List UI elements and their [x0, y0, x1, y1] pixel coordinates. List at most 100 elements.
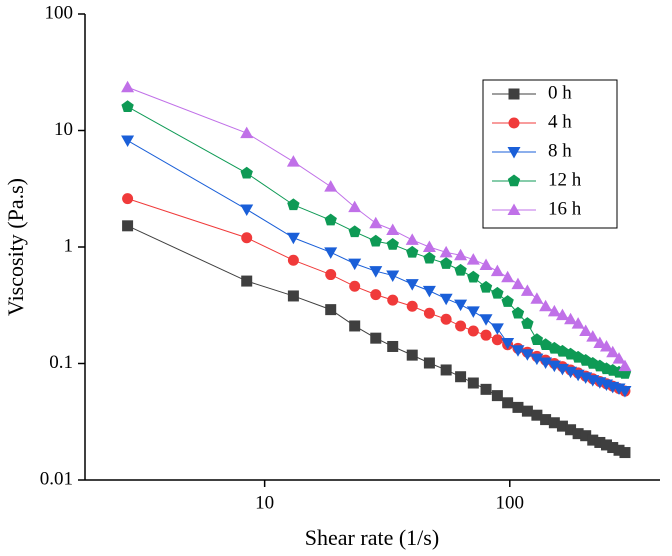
legend-marker [507, 203, 521, 215]
data-point [564, 366, 578, 379]
data-point [607, 442, 619, 454]
legend-label: 8 h [548, 140, 572, 161]
legend-marker [507, 174, 521, 187]
data-point [455, 371, 467, 383]
y-tick-label: 1 [64, 235, 74, 256]
data-point [370, 289, 382, 301]
data-point [530, 353, 544, 366]
data-point [539, 299, 553, 312]
data-point [572, 428, 584, 440]
data-point [324, 180, 338, 192]
data-point [555, 308, 569, 321]
data-point [324, 213, 337, 226]
data-point [349, 280, 361, 292]
data-point [467, 270, 480, 283]
data-point [613, 444, 625, 456]
data-point [467, 325, 479, 337]
legend-marker [508, 88, 520, 100]
data-point [287, 198, 300, 211]
data-point [520, 349, 534, 361]
data-point [606, 345, 620, 358]
data-point [405, 233, 419, 245]
data-point [467, 377, 479, 389]
data-point [565, 424, 577, 436]
data-point [491, 390, 503, 402]
data-point [369, 216, 383, 229]
data-point [511, 277, 525, 290]
data-point [586, 330, 600, 342]
data-point [466, 253, 480, 265]
data-point [520, 284, 534, 296]
data-point [491, 286, 504, 299]
data-point [440, 313, 452, 325]
data-point [349, 320, 361, 332]
data-point [600, 439, 612, 451]
data-point [547, 304, 561, 317]
data-point [422, 240, 436, 252]
data-point [501, 295, 514, 307]
data-point [580, 430, 592, 442]
x-axis-label: Shear rate (1/s) [305, 525, 439, 550]
data-point [579, 324, 593, 337]
data-point [121, 135, 135, 148]
data-point [490, 264, 504, 277]
legend-label: 12 h [548, 169, 582, 190]
data-point [325, 269, 337, 281]
legend-marker [508, 117, 520, 129]
data-point [455, 320, 467, 332]
data-point [564, 312, 578, 325]
data-point [240, 166, 253, 179]
y-tick-label: 10 [54, 119, 73, 140]
data-point [547, 360, 561, 373]
y-axis-label: Viscosity (Pa.s) [3, 178, 28, 316]
x-tick-label: 100 [496, 492, 525, 513]
data-point [454, 263, 467, 276]
data-point [479, 280, 493, 293]
data-point [502, 397, 514, 409]
data-point [240, 204, 254, 216]
data-point [386, 270, 400, 282]
data-point [511, 306, 525, 319]
data-point [439, 257, 453, 269]
data-point [287, 254, 299, 266]
data-point [501, 270, 515, 283]
data-point [122, 193, 134, 205]
data-point [121, 100, 134, 112]
data-point [286, 232, 300, 245]
data-point [571, 317, 585, 329]
data-point [594, 436, 606, 448]
data-point [491, 334, 503, 346]
data-point [530, 292, 544, 304]
data-point [387, 340, 399, 352]
data-point [539, 357, 553, 369]
data-point [122, 220, 134, 232]
data-point [440, 364, 452, 376]
data-point [619, 447, 631, 459]
data-point [480, 329, 492, 341]
y-tick-label: 0.01 [40, 468, 73, 489]
data-point [423, 357, 435, 369]
legend-label: 0 h [548, 82, 572, 103]
data-point [121, 80, 135, 93]
data-point [324, 247, 338, 259]
data-point [521, 405, 533, 417]
data-point [386, 238, 399, 250]
data-point [593, 336, 607, 348]
data-point [599, 339, 613, 352]
data-point [466, 306, 480, 318]
data-point [348, 258, 362, 271]
data-point [511, 345, 525, 357]
data-point [512, 401, 524, 413]
data-point [406, 349, 418, 361]
data-point [618, 386, 632, 398]
y-tick-label: 0.1 [49, 352, 73, 373]
legend-label: 4 h [548, 111, 572, 132]
y-tick-label: 100 [45, 2, 74, 23]
data-point [479, 258, 493, 271]
data-point [618, 359, 632, 372]
x-tick-label: 10 [255, 492, 274, 513]
data-point [480, 383, 492, 395]
data-point [439, 293, 453, 306]
data-point [240, 126, 254, 139]
